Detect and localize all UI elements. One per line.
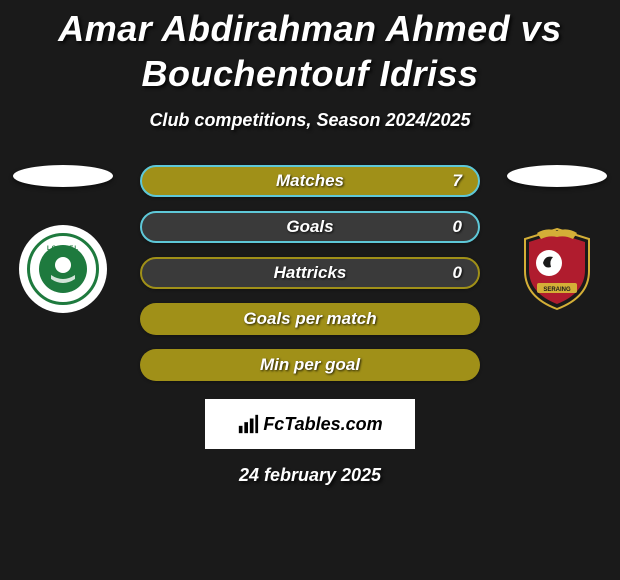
brand-logo-text: FcTables.com [263, 414, 382, 435]
stat-row-hattricks: Hattricks 0 [140, 257, 480, 289]
club-badge-right-icon: SERAING [513, 225, 601, 313]
stat-row-min-per-goal: Min per goal [140, 349, 480, 381]
stat-row-goals-per-match: Goals per match [140, 303, 480, 335]
subtitle: Club competitions, Season 2024/2025 [0, 110, 620, 131]
club-badge-left: LOMMEL [19, 225, 107, 313]
stats-bars: Matches 7 Goals 0 Hattricks 0 Goals per … [140, 165, 480, 381]
stat-value-right: 0 [453, 263, 462, 283]
club-badge-left-icon [39, 245, 87, 293]
player-left-side: LOMMEL [8, 165, 118, 313]
bars-icon [237, 413, 259, 435]
stat-label: Goals per match [243, 309, 376, 329]
stat-label: Hattricks [274, 263, 347, 283]
stat-label: Min per goal [260, 355, 360, 375]
stat-row-matches: Matches 7 [140, 165, 480, 197]
brand-logo: FcTables.com [205, 399, 415, 449]
stat-label: Matches [276, 171, 344, 191]
player-right-photo-placeholder [507, 165, 607, 187]
comparison-date: 24 february 2025 [0, 465, 620, 486]
stat-label: Goals [286, 217, 333, 237]
player-right-side: SERAING [502, 165, 612, 313]
player-left-photo-placeholder [13, 165, 113, 187]
stat-row-goals: Goals 0 [140, 211, 480, 243]
stat-value-right: 0 [453, 217, 462, 237]
svg-text:SERAING: SERAING [543, 287, 571, 293]
stat-value-right: 7 [453, 171, 462, 191]
comparison-content: LOMMEL SERAING [0, 165, 620, 486]
page-title: Amar Abdirahman Ahmed vs Bouchentouf Idr… [0, 0, 620, 96]
club-badge-right: SERAING [513, 225, 601, 313]
